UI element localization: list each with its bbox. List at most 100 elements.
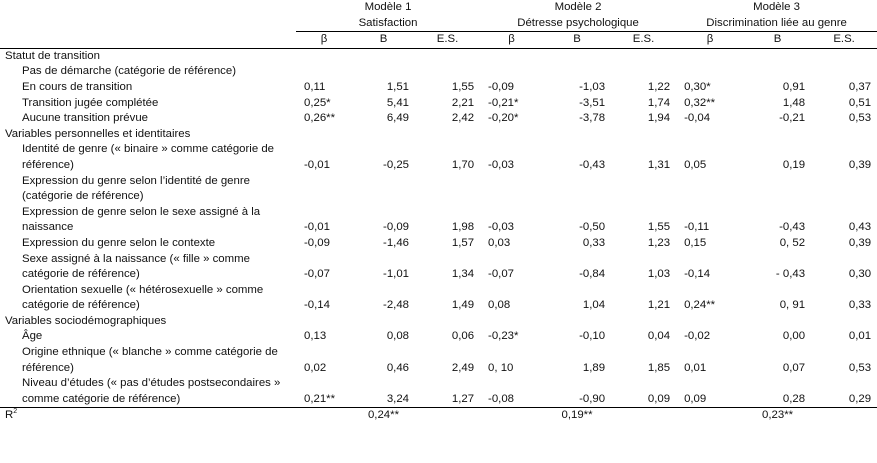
value-cell: 0,39 — [848, 236, 872, 249]
value-cell: 0,25* — [304, 96, 331, 109]
value-cell: -0,20* — [488, 112, 519, 125]
value-cell: -0,03 — [488, 158, 514, 171]
r-squared-exponent: 2 — [13, 408, 18, 416]
col-se-2: E.S. — [611, 31, 677, 49]
table-row: Aucune transition prévue 0,26** 6,49 2,42 -0… — [0, 111, 877, 127]
value-cell: -0,25 — [383, 158, 409, 171]
model-2-title: Modèle 2 — [554, 1, 602, 13]
table-row: Niveau d’études (« pas d’études postseco… — [0, 376, 877, 408]
value-cell: 6,49 — [386, 112, 409, 125]
value-cell: -0,10 — [579, 330, 606, 343]
value-cell: 1,23 — [647, 236, 671, 249]
empty-cell — [811, 407, 877, 425]
value-cell: -0,03 — [488, 221, 514, 234]
row-label: Expression du genre selon le contexte — [22, 236, 216, 249]
section-title: Statut de transition — [0, 47, 877, 65]
value-cell: -0,43 — [579, 158, 606, 171]
table-body: Statut de transition Pas de démarche (cat… — [0, 47, 877, 425]
empty-cell — [676, 407, 745, 425]
value-cell: 0,30 — [848, 268, 872, 281]
value-cell: 1,31 — [647, 158, 671, 171]
regression-table: Modèle 1 Modèle 2 Modèle 3 Satisfaction … — [0, 0, 877, 425]
value-cell: 1,94 — [647, 112, 671, 125]
value-cell: 0,08 — [386, 330, 409, 343]
table-row: Expression du genre selon le contexte -0,… — [0, 236, 877, 252]
value-cell: 0,29 — [848, 392, 872, 405]
value-cell — [744, 64, 811, 80]
value-cell — [744, 174, 811, 205]
row-label: Transition jugée complétée — [22, 96, 159, 109]
model-3-title: Modèle 3 — [753, 1, 800, 13]
value-cell: 1,22 — [647, 80, 671, 93]
value-cell: -1,46 — [383, 236, 409, 249]
table-row: Transition jugée complétée 0,25* 5,41 2,21-… — [0, 96, 877, 112]
value-cell: 0,15 — [684, 236, 707, 249]
value-cell — [415, 64, 480, 80]
value-cell: 0,28 — [782, 392, 806, 405]
value-cell: -0,09 — [488, 80, 514, 93]
model-3-subtitle: Discrimination liée au genre — [706, 16, 847, 29]
value-cell: -0,21* — [488, 96, 519, 109]
col-b-1: B — [352, 31, 415, 49]
value-cell: -0,09 — [304, 236, 330, 249]
row-label: Origine ethnique (« blanche » comme caté… — [22, 346, 278, 374]
model-2-subtitle: Détresse psychologique — [517, 16, 639, 29]
section-header-row: Variables sociodémographiques — [0, 314, 877, 330]
value-cell: 1,48 — [782, 96, 806, 109]
row-label: Âge — [22, 330, 43, 343]
value-cell: 1,85 — [647, 361, 671, 374]
model-1-subtitle: Satisfaction — [358, 16, 418, 29]
section-title: Variables sociodémographiques — [5, 314, 167, 327]
row-label: Pas de démarche (catégorie de référence) — [22, 65, 237, 78]
value-cell: 1,70 — [451, 158, 475, 171]
value-cell: 0,06 — [451, 330, 475, 343]
table-row: Sexe assigné à la naissance (« fille » c… — [0, 252, 877, 283]
value-cell: 1,27 — [451, 392, 475, 405]
table-row: Expression de genre selon le sexe assign… — [0, 205, 877, 236]
value-cell: 0,91 — [782, 80, 806, 93]
value-cell — [611, 64, 676, 80]
empty-cell — [296, 407, 352, 425]
value-cell: 0,09 — [684, 392, 707, 405]
value-cell: 0,07 — [782, 361, 806, 374]
value-cell: - 0,43 — [775, 268, 806, 281]
value-cell: 0,32** — [684, 96, 716, 109]
model-title-row: Modèle 1 Modèle 2 Modèle 3 — [0, 0, 877, 16]
value-cell: 0,43 — [848, 221, 872, 234]
table-row: Identité de genre (« binaire » comme cat… — [0, 142, 877, 173]
value-cell: 2,21 — [451, 96, 475, 109]
value-cell: 0,51 — [848, 96, 872, 109]
value-cell: 1,74 — [647, 96, 671, 109]
value-cell: -0,50 — [579, 221, 606, 234]
r-squared-row: R2 0,24** 0,19** 0,23** — [0, 407, 877, 425]
value-cell: 0,11 — [304, 80, 326, 93]
value-cell: 0,26** — [304, 112, 336, 125]
value-cell: 1,89 — [582, 361, 606, 374]
value-cell: -1,01 — [383, 268, 409, 281]
value-cell — [415, 174, 480, 205]
value-cell: -0,08 — [488, 392, 514, 405]
value-cell: 1,55 — [647, 221, 671, 234]
value-cell: 0,13 — [304, 330, 327, 343]
value-cell: -0,14 — [684, 268, 711, 281]
empty-cell — [611, 407, 677, 425]
r-squared-value: 0,19** — [543, 407, 612, 425]
value-cell — [480, 174, 543, 205]
col-beta-2: β — [480, 31, 544, 49]
value-cell: 1,57 — [451, 236, 475, 249]
value-cell — [296, 64, 352, 80]
row-label: Niveau d’études (« pas d’études postseco… — [22, 377, 281, 405]
value-cell — [543, 174, 611, 205]
section-header-row: Statut de transition — [0, 47, 877, 65]
value-cell: 0,03 — [488, 236, 511, 249]
value-cell: -0,04 — [684, 112, 711, 125]
value-cell: -0,84 — [579, 268, 606, 281]
value-cell: 0,02 — [304, 361, 327, 374]
value-cell: 0,37 — [848, 80, 872, 93]
value-cell: -0,07 — [488, 268, 514, 281]
value-cell: -0,02 — [684, 330, 711, 343]
value-cell — [811, 64, 877, 80]
row-label: Sexe assigné à la naissance (« fille » c… — [22, 252, 250, 281]
value-cell: 0,19 — [782, 158, 806, 171]
section-title: Variables personnelles et identitaires — [5, 127, 191, 140]
